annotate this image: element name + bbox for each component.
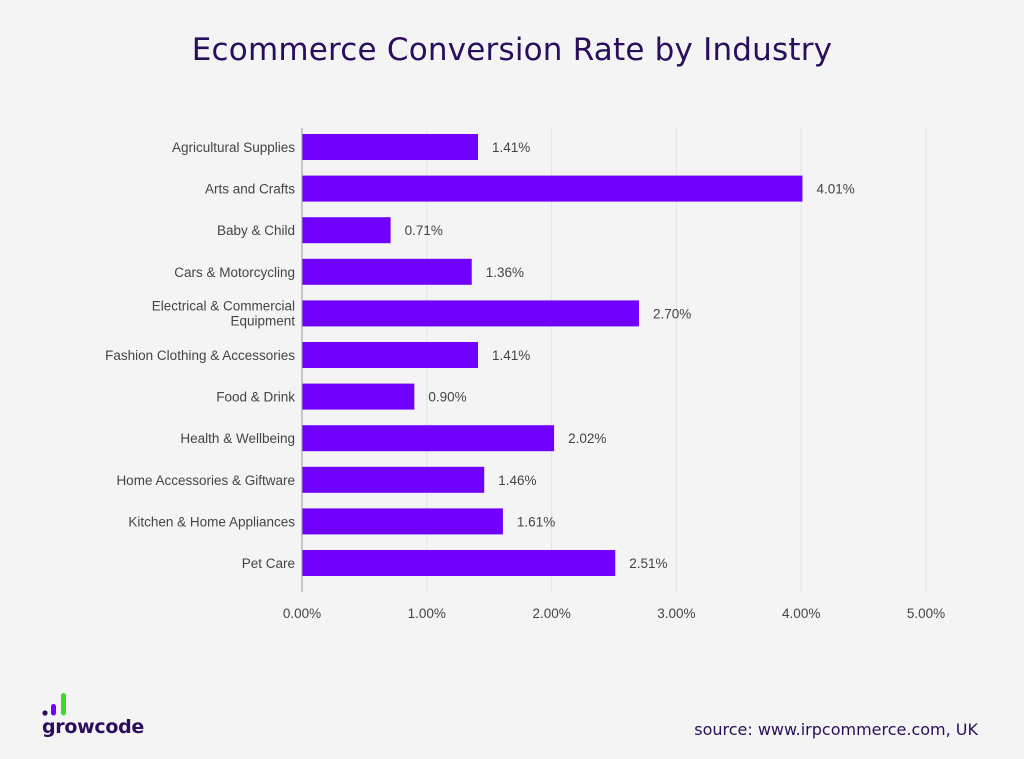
bar-value-label: 0.71% (405, 223, 443, 238)
bar-value-label: 1.36% (486, 265, 524, 280)
category-label: Kitchen & Home Appliances (128, 514, 295, 529)
category-label: Fashion Clothing & Accessories (105, 348, 295, 363)
bar (302, 175, 803, 202)
category-label: Food & Drink (216, 390, 295, 405)
bar (302, 342, 478, 368)
x-tick-label: 2.00% (532, 606, 570, 621)
bar (302, 383, 415, 410)
bar (302, 508, 503, 535)
category-label: Pet Care (242, 556, 295, 571)
bar-value-label: 2.02% (568, 431, 606, 446)
brand-logo-text: growcode (42, 716, 144, 738)
bar-value-label: 2.70% (653, 306, 691, 321)
x-tick-label: 0.00% (283, 606, 321, 621)
x-tick-label: 4.00% (782, 606, 820, 621)
growcode-logo-icon (42, 693, 66, 716)
bar (302, 134, 478, 160)
bar (302, 300, 639, 327)
category-label: Home Accessories & Giftware (116, 473, 295, 488)
category-label: Health & Wellbeing (180, 431, 295, 446)
bar (302, 550, 616, 576)
bar (302, 258, 472, 285)
bar-value-label: 1.41% (492, 140, 530, 155)
bar-chart: 0.00% 1.00% 2.00% 3.00% 4.00% 5.00% 1.41% Agric… (105, 128, 945, 621)
category-label: Baby & Child (217, 223, 295, 238)
chart-title: Ecommerce Conversion Rate by Industry (191, 32, 833, 68)
bar-value-label: 4.01% (816, 182, 854, 197)
bar-value-label: 1.61% (517, 514, 555, 529)
category-label: Electrical & Commercial Equipment (152, 298, 296, 328)
bar-value-label: 1.41% (492, 348, 530, 363)
category-label: Arts and Crafts (205, 182, 295, 197)
bars (302, 134, 803, 576)
bar-value-label: 1.46% (498, 473, 536, 488)
bar-value-label: 0.90% (428, 390, 466, 405)
x-tick-label: 1.00% (408, 606, 446, 621)
bar-value-label: 2.51% (629, 556, 667, 571)
bar (302, 217, 391, 244)
labels: 0.00% 1.00% 2.00% 3.00% 4.00% 5.00% 1.41% Agric… (105, 140, 945, 621)
category-label: Agricultural Supplies (172, 140, 295, 155)
source-caption: source: www.irpcommerce.com, UK (694, 720, 978, 739)
bar (302, 466, 485, 493)
bar (302, 425, 555, 452)
x-tick-label: 3.00% (657, 606, 695, 621)
category-label: Cars & Motorcycling (174, 265, 295, 280)
x-tick-label: 5.00% (907, 606, 945, 621)
